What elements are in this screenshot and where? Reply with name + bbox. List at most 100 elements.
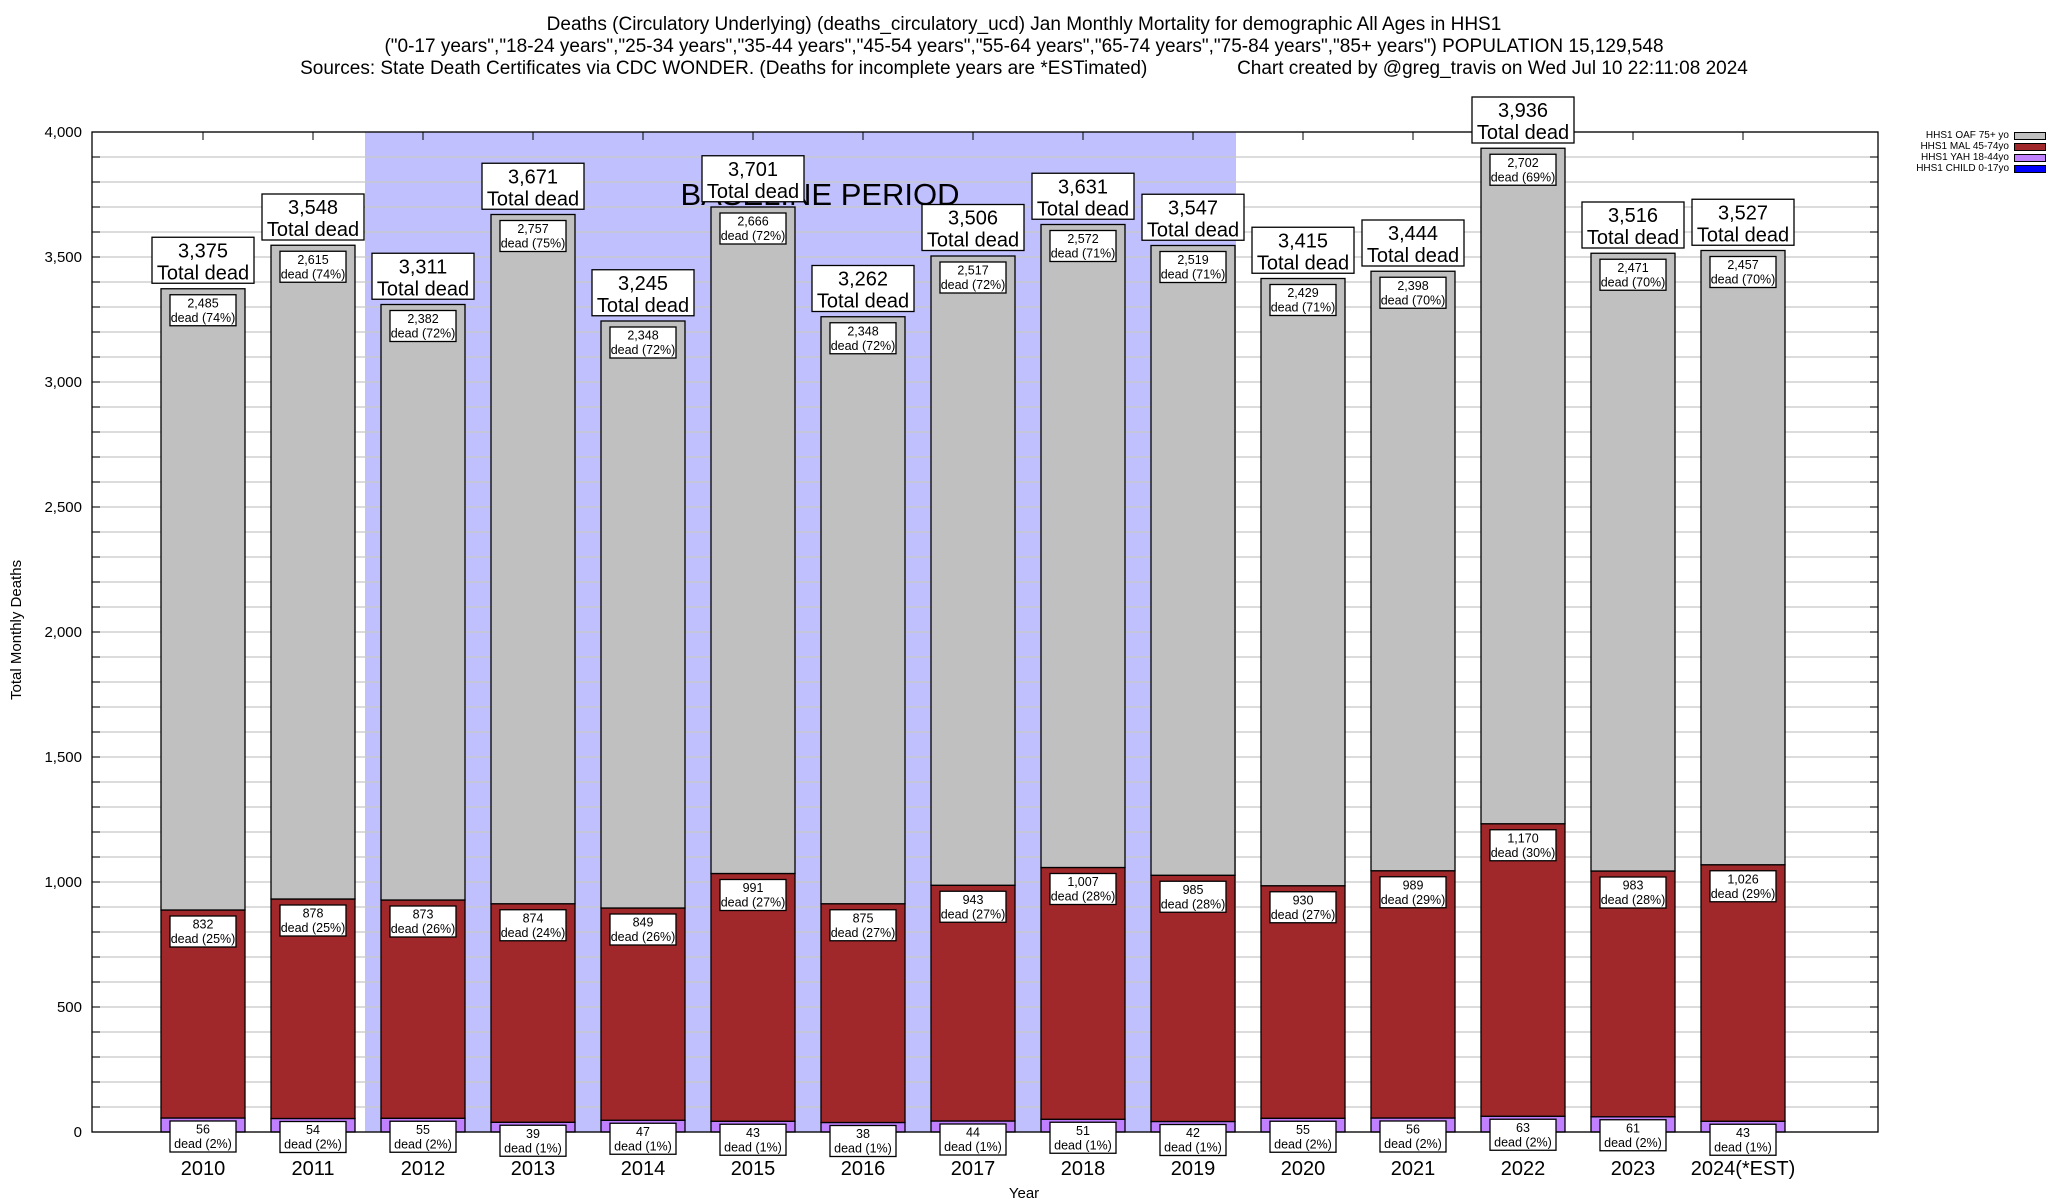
total-label-value: 3,527 xyxy=(1718,202,1768,224)
bar-segment xyxy=(1480,823,1566,1117)
total-label-value: 3,701 xyxy=(728,159,778,181)
segment-label-text: dead (2%) xyxy=(394,1137,452,1151)
legend-item: HHS1 MAL 45-74yo xyxy=(1880,141,2046,152)
total-label-value: 3,444 xyxy=(1388,223,1438,245)
total-label-value: 3,375 xyxy=(178,240,228,262)
segment-label-text: dead (75%) xyxy=(501,237,566,251)
total-label-box xyxy=(1251,226,1355,274)
segment-label-text: dead (2%) xyxy=(1494,1135,1552,1149)
segment-label-box xyxy=(609,1122,677,1155)
bar-segment xyxy=(1040,866,1126,1120)
segment-label-text: dead (1%) xyxy=(504,1141,562,1155)
bar-segment xyxy=(1700,249,1786,866)
bar-segment xyxy=(1480,147,1566,825)
segment-label-box xyxy=(1269,1120,1337,1153)
segment-label-text: dead (1%) xyxy=(1714,1140,1772,1154)
segment-label-text: dead (70%) xyxy=(1601,275,1666,289)
segment-label-box xyxy=(1489,829,1557,862)
segment-label-value: 2,757 xyxy=(517,222,548,236)
segment-label-value: 2,398 xyxy=(1397,279,1428,293)
segment-label-value: 56 xyxy=(1406,1123,1420,1137)
total-label-text: Total dead xyxy=(487,188,579,210)
segment-label-value: 39 xyxy=(526,1127,540,1141)
segment-label-value: 55 xyxy=(1296,1123,1310,1137)
bar-segment xyxy=(1040,223,1126,869)
y-tick-label: 500 xyxy=(57,999,82,1016)
segment-label-value: 43 xyxy=(746,1126,760,1140)
y-tick-label: 2,000 xyxy=(44,624,82,641)
x-tick-label: 2022 xyxy=(1501,1158,1546,1180)
bar-segment xyxy=(1700,864,1786,1122)
segment-label-box xyxy=(389,309,457,343)
total-label-value: 3,516 xyxy=(1608,205,1658,227)
bar-segment xyxy=(1370,270,1456,872)
segment-label-text: dead (25%) xyxy=(281,921,346,935)
segment-label-box xyxy=(1269,283,1337,317)
segment-label-box xyxy=(1489,153,1557,186)
segment-label-value: 2,429 xyxy=(1287,286,1318,300)
total-label-box xyxy=(1581,201,1685,249)
segment-label-value: 875 xyxy=(853,911,874,925)
segment-label-box xyxy=(279,250,347,283)
segment-label-box xyxy=(939,261,1007,294)
segment-label-value: 2,457 xyxy=(1727,258,1758,272)
total-label-value: 3,245 xyxy=(618,273,668,295)
segment-label-text: dead (28%) xyxy=(1601,893,1666,907)
segment-label-value: 56 xyxy=(196,1123,210,1137)
total-label-value: 3,547 xyxy=(1168,197,1218,219)
y-tick-label: 1,500 xyxy=(44,749,82,766)
x-tick-label: 2019 xyxy=(1171,1158,1216,1180)
segment-label-text: dead (74%) xyxy=(171,311,236,325)
x-tick-label: 2020 xyxy=(1281,1158,1326,1180)
segment-label-box xyxy=(1379,1120,1447,1153)
segment-label-text: dead (71%) xyxy=(1161,268,1226,282)
x-tick-label: 2024(*EST) xyxy=(1691,1158,1796,1180)
total-label-box xyxy=(151,236,255,284)
total-label-box xyxy=(921,203,1025,252)
segment-label-text: dead (74%) xyxy=(281,267,346,281)
segment-label-value: 2,348 xyxy=(627,329,658,343)
segment-label-value: 2,615 xyxy=(297,253,328,267)
segment-label-value: 2,702 xyxy=(1507,156,1538,170)
segment-label-box xyxy=(939,890,1007,923)
segment-label-box xyxy=(829,909,897,942)
total-label-box xyxy=(261,193,365,241)
segment-label-text: dead (30%) xyxy=(1491,846,1556,860)
segment-label-value: 44 xyxy=(966,1126,980,1140)
segment-label-box xyxy=(1159,1123,1227,1157)
segment-label-box xyxy=(1709,1123,1777,1156)
segment-label-box xyxy=(1599,876,1667,909)
segment-label-value: 1,007 xyxy=(1067,875,1098,889)
total-label-box xyxy=(481,162,585,210)
segment-label-box xyxy=(939,1123,1007,1156)
segment-label-box xyxy=(1159,880,1227,913)
segment-label-text: dead (29%) xyxy=(1381,893,1446,907)
segment-label-box xyxy=(1269,891,1337,924)
x-tick-label: 2010 xyxy=(181,1158,226,1180)
segment-label-value: 2,348 xyxy=(847,324,878,338)
segment-label-box xyxy=(719,212,787,245)
legend-item: HHS1 CHILD 0-17yo xyxy=(1880,163,2046,174)
x-tick-label: 2014 xyxy=(621,1158,666,1180)
y-tick-label: 1,000 xyxy=(44,874,82,891)
chart-subtitle-demographics: ("0-17 years","18-24 years","25-34 years… xyxy=(384,36,1664,57)
segment-label-text: dead (27%) xyxy=(941,907,1006,921)
total-label-text: Total dead xyxy=(1367,245,1459,267)
total-label-value: 3,506 xyxy=(948,208,998,230)
segment-label-value: 873 xyxy=(413,908,434,922)
segment-label-box xyxy=(1709,870,1777,903)
segment-label-text: dead (72%) xyxy=(721,229,786,243)
total-label-value: 3,311 xyxy=(399,256,448,278)
segment-label-text: dead (27%) xyxy=(831,926,896,940)
segment-label-text: dead (2%) xyxy=(1384,1137,1442,1151)
segment-label-text: dead (25%) xyxy=(171,932,236,946)
total-label-value: 3,262 xyxy=(838,269,888,291)
segment-label-text: dead (27%) xyxy=(1271,908,1336,922)
bar-segment xyxy=(270,244,356,900)
total-label-text: Total dead xyxy=(817,291,909,313)
segment-label-text: dead (2%) xyxy=(1274,1137,1332,1151)
segment-label-box xyxy=(1599,258,1667,291)
y-tick-label: 3,000 xyxy=(44,374,82,391)
total-label-box xyxy=(1471,96,1575,144)
segment-label-text: dead (29%) xyxy=(1711,887,1776,901)
